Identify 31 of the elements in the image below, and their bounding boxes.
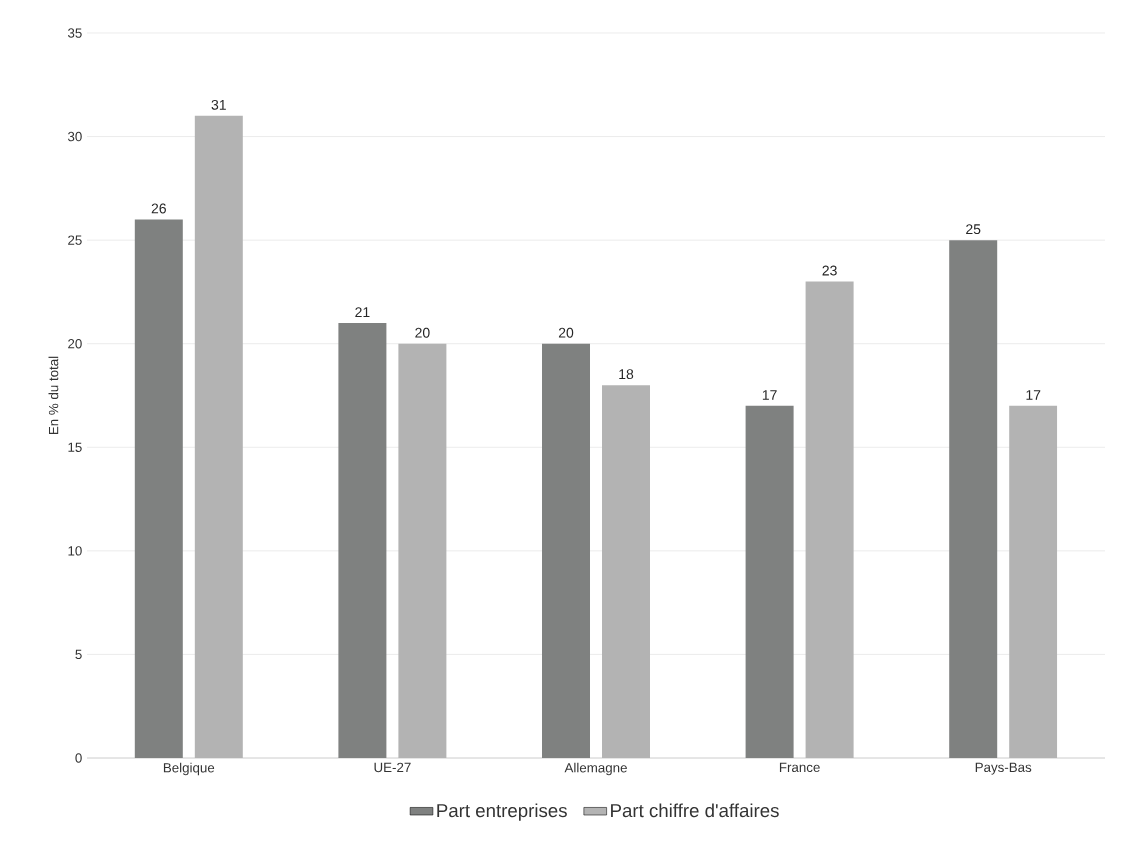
bar <box>338 323 387 758</box>
legend-label: Part entreprises <box>437 803 567 821</box>
y-tick-label: 5 <box>75 649 82 660</box>
y-tick-label: 30 <box>67 131 82 142</box>
data-label: 17 <box>1026 390 1041 400</box>
y-tick-label: 20 <box>68 339 82 349</box>
x-tick-label: UE-27 <box>374 762 411 773</box>
x-tick-label: Belgique <box>163 762 215 776</box>
y-tick-label: 15 <box>68 442 82 452</box>
y-tick-label: 0 <box>75 753 82 763</box>
data-label: 20 <box>558 327 574 338</box>
bar <box>949 240 998 758</box>
x-tick-label: Pays-Bas <box>975 762 1032 775</box>
y-axis-title: En % du total <box>48 356 59 435</box>
y-tick-label: 25 <box>68 235 82 245</box>
x-tick-label: France <box>779 762 820 773</box>
data-label: 25 <box>966 224 981 235</box>
x-tick-label: Allemagne <box>564 762 627 776</box>
bar <box>745 405 794 758</box>
bar <box>134 219 183 758</box>
bar <box>542 343 590 758</box>
data-label: 17 <box>762 390 777 400</box>
data-label: 18 <box>619 369 634 380</box>
data-label: 21 <box>355 307 370 317</box>
y-tick-label: 10 <box>68 546 82 556</box>
data-label: 31 <box>211 99 226 110</box>
y-tick-label: 35 <box>67 28 82 38</box>
data-label: 26 <box>151 203 166 214</box>
legend-label: Part chiffre d'affaires <box>611 803 779 818</box>
data-label: 20 <box>415 327 430 338</box>
data-label: 23 <box>822 265 837 276</box>
